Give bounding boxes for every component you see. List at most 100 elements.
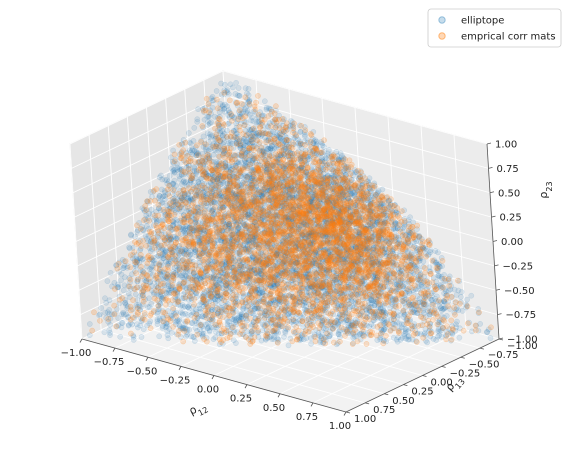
elliptope-point [137,247,143,254]
elliptope-point [147,265,153,272]
elliptope-point [167,225,173,231]
elliptope-point [170,222,176,229]
elliptope-point [113,262,120,268]
elliptope-point [134,321,140,328]
elliptope-point [139,292,146,298]
elliptope-point [151,238,157,244]
elliptope-point [213,329,219,335]
elliptope-point [122,297,128,303]
elliptope-point [155,279,162,285]
elliptope-point [115,284,122,290]
elliptope-point [173,258,180,264]
elliptope-point [119,256,126,263]
grid-left-y-7 [88,134,102,330]
elliptope-point [132,312,139,319]
elliptope-point [140,226,146,233]
elliptope-point [130,244,137,251]
elliptope-point [202,146,209,153]
elliptope-point [107,321,114,328]
elliptope-point [148,264,155,271]
elliptope-point [118,324,125,331]
elliptope-point [107,315,114,322]
elliptope-point [158,252,164,259]
elliptope-point [145,225,152,232]
elliptope-point [197,229,203,235]
elliptope-point [154,279,161,286]
elliptope-point [102,309,109,316]
elliptope-point [170,284,176,291]
elliptope-point [127,279,133,286]
elliptope-point [143,282,149,289]
elliptope-point [133,302,140,309]
grid-back-z-7 [224,94,489,169]
elliptope-point [281,334,287,340]
elliptope-point [175,252,181,259]
elliptope-point [120,309,127,316]
elliptope-point [128,231,134,238]
elliptope-point [121,258,128,265]
grid-back-x-7 [453,134,467,330]
elliptope-point [160,295,167,301]
elliptope-point [116,293,123,300]
grid-left-z-8 [69,70,224,145]
elliptope-point [170,248,177,254]
elliptope-point [116,268,122,275]
elliptope-point [115,322,122,329]
elliptope-point [119,320,126,326]
elliptope-point [122,274,128,281]
elliptope-point [197,226,204,233]
elliptope-point [196,226,202,232]
elliptope-point [129,321,136,328]
elliptope-point [96,312,102,319]
grid-left-z-6 [72,119,227,194]
elliptope-point [139,256,146,263]
elliptope-point [130,332,137,339]
elliptope-point [187,140,194,147]
elliptope-point [160,308,166,314]
grid-left-z-4 [75,168,230,242]
elliptope-point [148,287,155,294]
elliptope-point [134,284,141,291]
elliptope-point [232,91,239,97]
elliptope-point [171,177,178,184]
elliptope-point [285,342,292,349]
elliptope-point [143,275,150,282]
elliptope-point [151,257,157,264]
elliptope-point [202,265,208,272]
elliptope-point [153,239,160,246]
elliptope-point [86,321,93,327]
grid-floor-y-5 [139,311,404,386]
elliptope-point [179,311,186,318]
elliptope-point [187,251,194,258]
elliptope-point [107,329,113,336]
elliptope-point [121,282,128,289]
elliptope-point [195,106,201,113]
elliptope-point [115,284,121,291]
elliptope-point [109,311,115,318]
elliptope-point [105,318,112,325]
elliptope-point [102,295,108,302]
elliptope-point [111,310,118,317]
elliptope-point [122,300,128,307]
elliptope-point [131,257,138,264]
elliptope-point [158,227,165,234]
elliptope-point [146,320,153,327]
elliptope-point [155,284,161,291]
elliptope-point [157,301,164,307]
elliptope-point [103,299,110,306]
series-elliptope-points [86,79,494,349]
elliptope-point [166,260,172,267]
elliptope-point [148,206,155,213]
elliptope-point [137,322,144,329]
elliptope-point [128,232,134,239]
elliptope-point [175,249,181,256]
elliptope-point [115,315,122,321]
elliptope-point [175,299,182,305]
elliptope-point [166,173,173,179]
elliptope-point [134,278,141,285]
grid-back-z-6 [225,119,491,194]
elliptope-point [139,271,146,278]
elliptope-point [235,85,242,91]
elliptope-point [118,311,125,318]
